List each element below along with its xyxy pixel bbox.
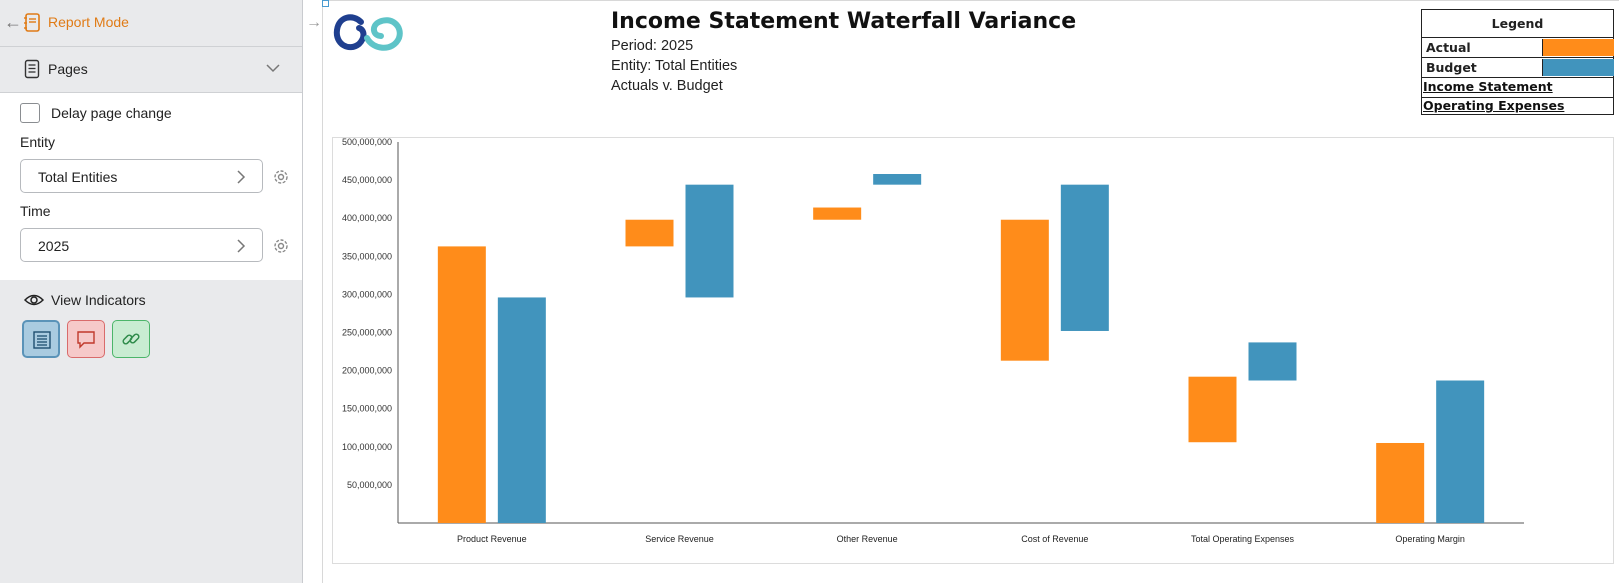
document-indicator-button[interactable] (22, 320, 60, 358)
chevron-right-icon (237, 239, 246, 253)
report-mode-label[interactable]: Report Mode (48, 14, 129, 30)
link-indicator-button[interactable] (112, 320, 150, 358)
view-indicators-label: View Indicators (51, 292, 146, 308)
x-tick-label: Service Revenue (645, 534, 714, 544)
report-comparison: Actuals v. Budget (611, 78, 723, 94)
legend-title: Legend (1422, 10, 1613, 38)
parameters-panel: Delay page change Entity Total Entities … (0, 93, 302, 280)
entity-label: Entity (20, 134, 56, 150)
legend-item-actual: Actual (1422, 38, 1614, 58)
bar-budget (1060, 184, 1109, 331)
collapse-arrow-icon[interactable]: → (306, 14, 322, 31)
comment-indicator-button[interactable] (67, 320, 105, 358)
x-tick-label: Other Revenue (837, 534, 898, 544)
time-select[interactable]: 2025 (20, 228, 263, 262)
waterfall-chart: 50,000,000 100,000,000 150,000,000 200,000,… (342, 137, 1524, 544)
legend-link-row-opex: Operating Expenses (1422, 97, 1613, 116)
operating-expenses-link[interactable]: Operating Expenses (1423, 98, 1565, 113)
time-label: Time (20, 203, 51, 219)
time-value: 2025 (38, 238, 70, 254)
pages-dropdown[interactable]: Pages (0, 47, 302, 93)
y-tick-label: 300,000,000 (342, 289, 392, 299)
legend-link-row-income: Income Statement (1422, 78, 1613, 98)
bar-actual (437, 246, 486, 524)
legend-budget-swatch (1542, 59, 1614, 76)
bar-actual (1000, 219, 1049, 361)
y-tick-label: 450,000,000 (342, 175, 392, 185)
legend-item-budget: Budget (1422, 58, 1614, 78)
y-tick-label: 50,000,000 (347, 480, 392, 490)
bar-budget (873, 174, 922, 185)
time-gear-icon[interactable] (271, 236, 291, 256)
x-tick-label: Operating Margin (1395, 534, 1465, 544)
y-tick-label: 200,000,000 (342, 366, 392, 376)
y-tick-label: 400,000,000 (342, 213, 392, 223)
link-icon (122, 333, 140, 345)
entity-value: Total Entities (38, 169, 118, 185)
eye-icon (24, 294, 44, 306)
bar-budget (497, 297, 546, 523)
delay-page-change-checkbox[interactable] (20, 103, 40, 123)
selection-handle[interactable] (322, 0, 329, 7)
comment-icon (77, 331, 95, 349)
chevron-down-icon[interactable] (266, 63, 280, 73)
bar-budget (1436, 380, 1485, 523)
y-tick-label: 250,000,000 (342, 328, 392, 338)
chevron-right-icon (237, 170, 246, 184)
pages-icon (24, 59, 40, 79)
x-tick-label: Cost of Revenue (1021, 534, 1088, 544)
pages-label: Pages (48, 61, 88, 77)
bar-actual (1376, 442, 1425, 523)
document-icon (33, 331, 51, 349)
entity-select[interactable]: Total Entities (20, 159, 263, 193)
x-tick-label: Product Revenue (457, 534, 527, 544)
legend-actual-swatch (1542, 39, 1614, 56)
bar-actual (625, 219, 674, 247)
report-title: Income Statement Waterfall Variance (611, 9, 1077, 34)
y-tick-label: 100,000,000 (342, 442, 392, 452)
entity-gear-icon[interactable] (271, 167, 291, 187)
x-tick-label: Total Operating Expenses (1191, 534, 1295, 544)
legend-actual-label: Actual (1426, 40, 1471, 55)
report-entity: Entity: Total Entities (611, 58, 738, 74)
back-arrow-icon[interactable]: ← (4, 12, 22, 32)
y-tick-label: 350,000,000 (342, 251, 392, 261)
bar-actual (813, 207, 862, 220)
company-logo (333, 14, 403, 51)
bar-budget (685, 184, 734, 298)
y-tick-label: 500,000,000 (342, 137, 392, 147)
legend: Legend Actual Budget Income Statement Op… (1421, 9, 1614, 115)
delay-page-change-label: Delay page change (51, 105, 172, 121)
legend-budget-label: Budget (1426, 60, 1477, 75)
chart-frame (332, 137, 1614, 564)
report-mode-bar: ← Report Mode (0, 0, 302, 47)
bar-budget (1248, 342, 1297, 381)
income-statement-link[interactable]: Income Statement (1423, 79, 1553, 94)
sidebar: ← Report Mode Pages Delay page change En… (0, 0, 303, 583)
bar-actual (1188, 376, 1237, 443)
y-tick-label: 150,000,000 (342, 404, 392, 414)
report-mode-icon[interactable] (22, 12, 42, 34)
report-canvas (322, 0, 1619, 583)
report-period: Period: 2025 (611, 38, 694, 54)
